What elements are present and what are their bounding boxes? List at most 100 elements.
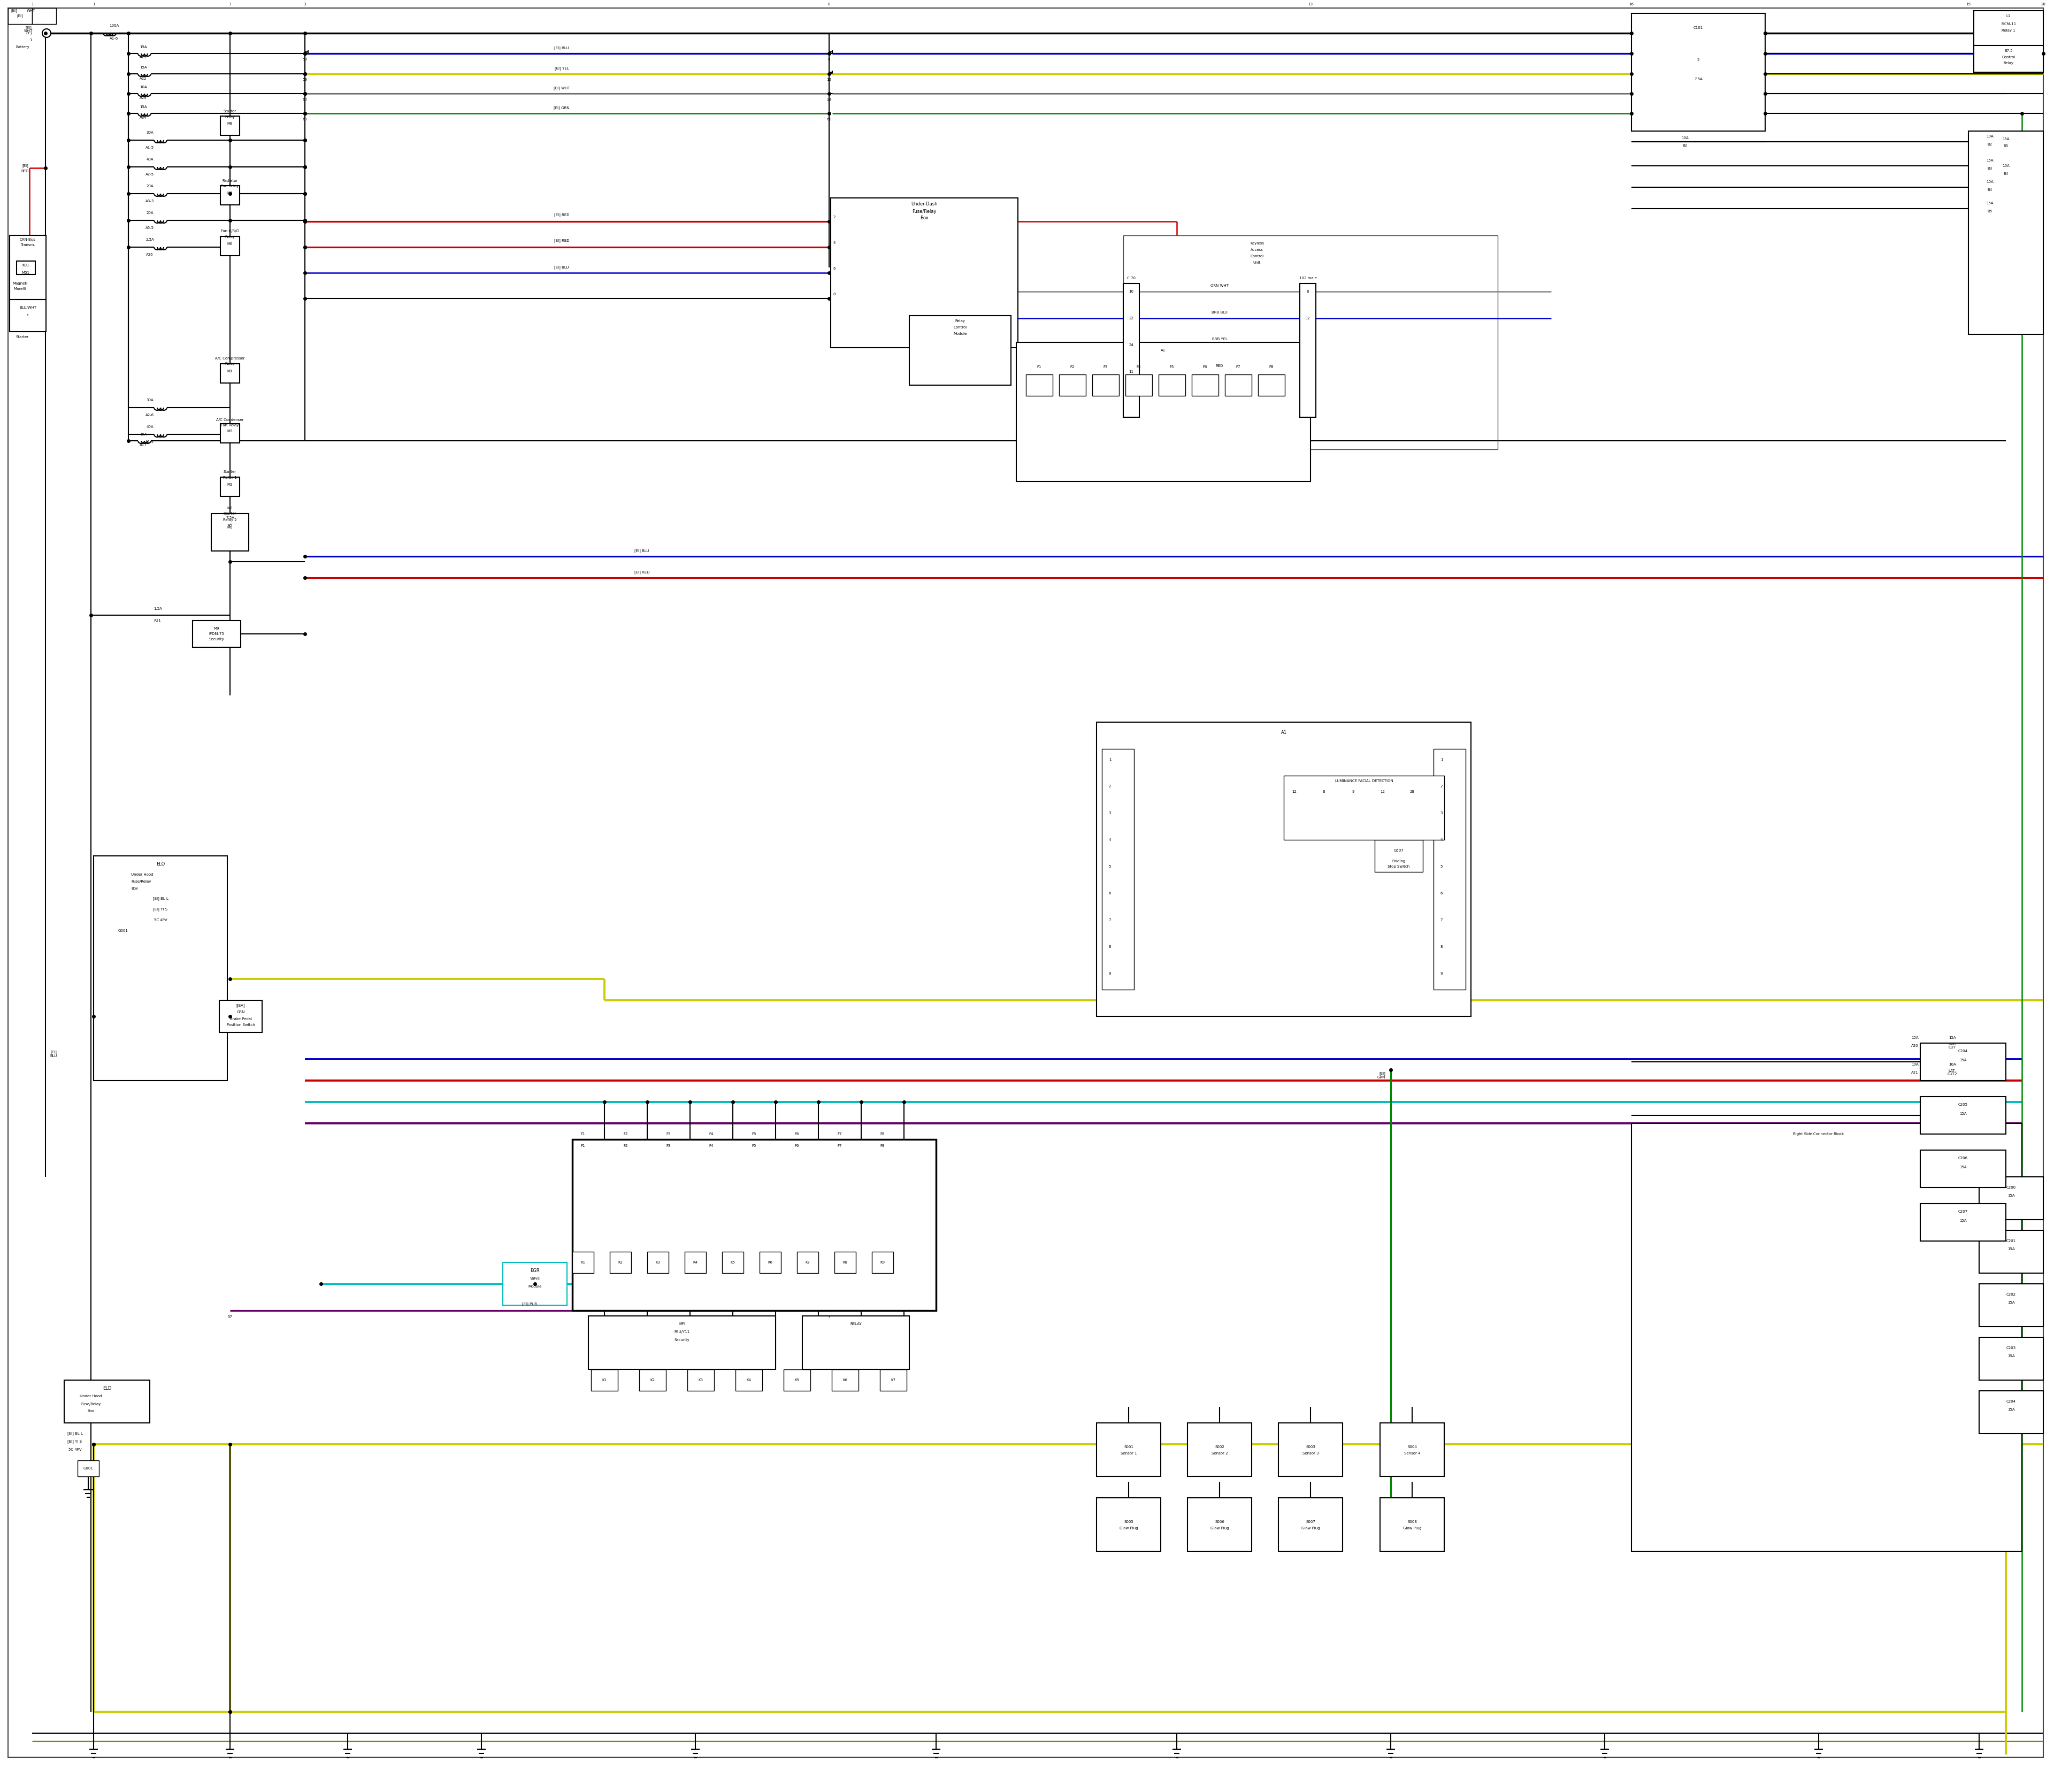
Bar bbox=[1158, 375, 1185, 396]
Text: C200: C200 bbox=[2007, 1186, 2017, 1190]
Text: [EI] RED: [EI] RED bbox=[635, 570, 649, 573]
Bar bbox=[1278, 1498, 1343, 1552]
Text: ORN WHT: ORN WHT bbox=[1210, 285, 1228, 287]
Bar bbox=[220, 237, 240, 256]
Bar bbox=[1097, 1423, 1161, 1477]
Text: 3: 3 bbox=[304, 2, 306, 5]
Text: 8: 8 bbox=[834, 292, 836, 296]
Text: F8: F8 bbox=[1269, 366, 1273, 369]
Text: (+): (+) bbox=[27, 32, 33, 34]
Bar bbox=[910, 315, 1011, 385]
Bar bbox=[610, 1253, 631, 1272]
Text: A21: A21 bbox=[1912, 1072, 1918, 1073]
Text: WHT: WHT bbox=[27, 9, 35, 13]
Text: Module: Module bbox=[528, 1285, 542, 1288]
Text: 15A: 15A bbox=[140, 432, 148, 435]
Bar bbox=[592, 1369, 618, 1391]
Bar bbox=[1097, 1498, 1161, 1552]
Text: Sensor 1: Sensor 1 bbox=[1119, 1452, 1136, 1455]
Text: 2.5A: 2.5A bbox=[146, 238, 154, 242]
Bar bbox=[1380, 1423, 1444, 1477]
Text: 24: 24 bbox=[1130, 344, 1134, 346]
Text: Valve: Valve bbox=[530, 1278, 540, 1279]
Text: Starter: Starter bbox=[224, 513, 236, 514]
Text: M6: M6 bbox=[228, 242, 232, 246]
Text: S007: S007 bbox=[1306, 1520, 1315, 1523]
Text: [EI]: [EI] bbox=[23, 165, 29, 168]
Text: M01: M01 bbox=[23, 271, 29, 274]
Text: IPDM-75: IPDM-75 bbox=[210, 633, 224, 636]
Text: Keyless: Keyless bbox=[1251, 242, 1263, 246]
Bar bbox=[1187, 1498, 1251, 1552]
Text: Box: Box bbox=[131, 887, 138, 891]
Text: K6: K6 bbox=[842, 1378, 848, 1382]
Bar bbox=[573, 1253, 594, 1272]
Bar bbox=[220, 1000, 263, 1032]
Text: S001: S001 bbox=[1124, 1446, 1134, 1448]
Text: K4: K4 bbox=[746, 1378, 752, 1382]
Text: A/C Condenser: A/C Condenser bbox=[216, 418, 244, 421]
Bar bbox=[573, 1140, 937, 1310]
Text: 7: 7 bbox=[828, 1315, 830, 1319]
Text: [EI] BL L: [EI] BL L bbox=[152, 896, 168, 900]
Text: Starter: Starter bbox=[224, 109, 236, 113]
Bar bbox=[1060, 375, 1087, 396]
Text: 11: 11 bbox=[1130, 371, 1134, 373]
Bar bbox=[1124, 235, 1497, 450]
Bar bbox=[1974, 45, 2044, 72]
Text: F4: F4 bbox=[1136, 366, 1142, 369]
Text: 8: 8 bbox=[1109, 944, 1111, 948]
Text: 15A: 15A bbox=[1986, 202, 1994, 204]
Text: 5: 5 bbox=[1440, 866, 1442, 867]
Text: 7.5A: 7.5A bbox=[226, 516, 234, 520]
Text: 1.5A: 1.5A bbox=[154, 607, 162, 611]
Text: 15A: 15A bbox=[1949, 1036, 1955, 1039]
Text: 15A: 15A bbox=[140, 45, 148, 48]
Text: 22: 22 bbox=[1130, 317, 1134, 321]
Text: 100A: 100A bbox=[109, 23, 119, 27]
Text: F5: F5 bbox=[752, 1133, 756, 1136]
Text: 1: 1 bbox=[31, 2, 33, 5]
Text: BRB YEL: BRB YEL bbox=[1212, 337, 1228, 340]
Text: 20: 20 bbox=[2042, 2, 2046, 5]
Text: K7: K7 bbox=[891, 1378, 896, 1382]
Text: F6: F6 bbox=[795, 1145, 799, 1147]
Text: Access: Access bbox=[1251, 249, 1263, 251]
Text: G507: G507 bbox=[1395, 849, 1403, 853]
Text: [EI] RED: [EI] RED bbox=[555, 213, 569, 217]
Text: 5: 5 bbox=[1109, 866, 1111, 867]
Text: F7: F7 bbox=[838, 1145, 842, 1147]
Text: 15A: 15A bbox=[140, 106, 148, 109]
Text: 10A: 10A bbox=[1986, 134, 1994, 138]
Text: C 70: C 70 bbox=[1128, 276, 1136, 280]
Text: K4: K4 bbox=[692, 1262, 698, 1263]
Text: F6: F6 bbox=[795, 1133, 799, 1136]
Text: 15A: 15A bbox=[1960, 1165, 1968, 1168]
Text: F3: F3 bbox=[1103, 366, 1107, 369]
Text: B2: B2 bbox=[1682, 143, 1688, 147]
Text: 2: 2 bbox=[1440, 785, 1442, 788]
Text: M8: M8 bbox=[228, 122, 232, 125]
Text: 16: 16 bbox=[1629, 2, 1633, 5]
Text: Module: Module bbox=[953, 332, 967, 335]
Text: B5: B5 bbox=[2003, 145, 2009, 147]
Text: Right Side Connector Block: Right Side Connector Block bbox=[1793, 1133, 1844, 1136]
Bar bbox=[1017, 342, 1310, 482]
Text: Fuse/Relay: Fuse/Relay bbox=[131, 880, 152, 883]
Text: Relay: Relay bbox=[226, 362, 234, 366]
Text: FICM-11: FICM-11 bbox=[2001, 23, 2017, 25]
Bar bbox=[735, 1369, 762, 1391]
Text: 10A: 10A bbox=[140, 86, 148, 90]
Text: M1: M1 bbox=[228, 369, 232, 373]
Bar bbox=[220, 186, 240, 204]
Text: 6: 6 bbox=[1440, 892, 1442, 894]
Bar bbox=[1124, 283, 1140, 418]
Text: K7: K7 bbox=[805, 1262, 809, 1263]
Text: 15A: 15A bbox=[1986, 159, 1994, 161]
Text: [EI] PUR: [EI] PUR bbox=[522, 1303, 536, 1306]
Bar bbox=[1300, 283, 1317, 418]
Text: A11: A11 bbox=[154, 618, 162, 622]
Bar bbox=[1374, 840, 1423, 873]
Bar bbox=[1101, 749, 1134, 989]
Text: 59: 59 bbox=[302, 79, 308, 81]
